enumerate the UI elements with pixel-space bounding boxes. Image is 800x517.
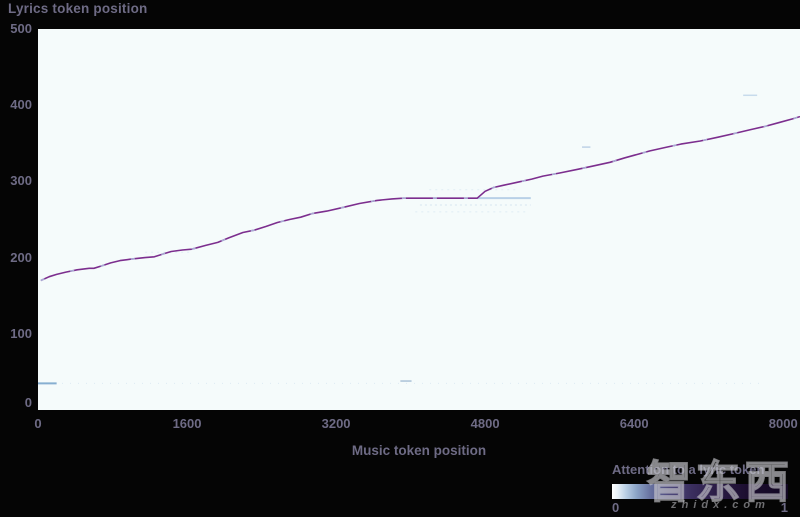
attention-heatmap-canvas — [38, 94, 800, 385]
attention-alignment-line-highlight — [40, 115, 800, 282]
colorbar-label: Attention to a lyric token — [612, 462, 765, 477]
attention-colorbar — [612, 484, 788, 499]
colorbar-max-label: 1 — [780, 500, 788, 515]
x-axis-ticks: 0 1600 3200 4800 6400 8000 — [34, 416, 800, 434]
x-axis-title: Music token position — [351, 443, 487, 458]
y-tick-label: 100 — [10, 325, 32, 341]
colorbar-legend: Attention to a lyric token 0 1 — [612, 462, 790, 515]
y-axis-ticks: 0 100 200 300 400 500 — [0, 21, 34, 410]
x-tick-label: 3200 — [321, 416, 351, 431]
y-axis-title: Lyrics token position — [8, 1, 148, 16]
watermark-site-text: zhidx.com — [671, 499, 770, 511]
y-tick-label: 400 — [10, 97, 32, 113]
x-tick-label: 4800 — [470, 416, 500, 431]
y-tick-label: 300 — [10, 173, 32, 189]
plot-area — [38, 29, 800, 410]
x-tick-label: 1600 — [172, 416, 202, 431]
colorbar-min-label: 0 — [612, 500, 620, 515]
x-tick-label: 6400 — [619, 416, 649, 431]
x-tick-label: 8000 — [768, 416, 798, 431]
attention-alignment-line — [40, 115, 800, 282]
y-tick-label: 200 — [10, 249, 32, 265]
y-tick-label: 500 — [10, 21, 32, 36]
y-tick-label: 0 — [24, 395, 32, 410]
x-tick-label: 0 — [34, 416, 42, 431]
